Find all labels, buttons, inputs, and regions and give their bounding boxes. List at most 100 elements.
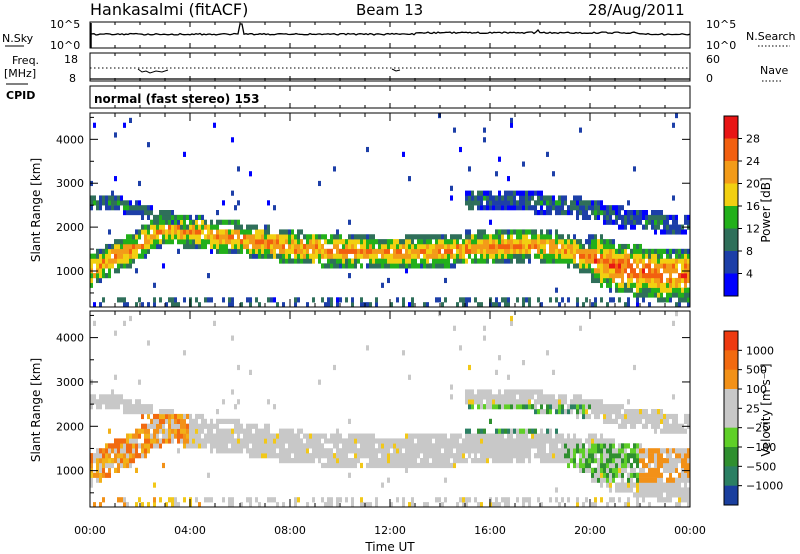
velocity-cell xyxy=(237,448,240,454)
power-cell xyxy=(177,248,180,254)
power-cell xyxy=(606,239,609,245)
velocity-cell xyxy=(618,497,621,503)
velocity-cell xyxy=(135,428,138,434)
power-cell xyxy=(438,258,441,264)
velocity-cell xyxy=(471,458,474,464)
velocity-cell xyxy=(408,458,411,464)
power-cell xyxy=(390,243,393,250)
velocity-cell xyxy=(105,404,108,410)
velocity-cell xyxy=(105,399,108,405)
velocity-cell xyxy=(297,458,300,464)
power-cell xyxy=(666,263,669,269)
power-cell xyxy=(426,253,429,259)
velocity-cell xyxy=(189,433,192,439)
power-cell xyxy=(408,243,411,250)
velocity-cell xyxy=(393,448,396,454)
velocity-cell xyxy=(423,453,426,459)
velocity-cell xyxy=(489,443,492,449)
power-cell xyxy=(654,219,657,225)
power-cell xyxy=(363,253,366,259)
power-cell xyxy=(108,258,111,264)
power-cell xyxy=(537,253,540,259)
velocity-cell xyxy=(606,472,609,478)
power-cell xyxy=(165,214,168,220)
velocity-cell xyxy=(507,428,510,434)
velocity-cell xyxy=(627,418,630,424)
velocity-cell xyxy=(393,458,396,464)
power-cell xyxy=(417,234,420,240)
velocity-cell xyxy=(552,453,555,459)
velocity-cell xyxy=(621,462,624,469)
velocity-cell xyxy=(120,462,123,469)
power-cell xyxy=(99,273,102,279)
velocity-cell xyxy=(519,428,522,434)
velocity-cell xyxy=(93,502,96,508)
power-cell xyxy=(456,243,459,250)
xtick-label: 04:00 xyxy=(174,524,206,537)
velocity-cell xyxy=(528,453,531,459)
power-cell xyxy=(636,302,639,308)
power-cell xyxy=(165,239,168,245)
velocity-cell xyxy=(546,458,549,464)
power-cell xyxy=(117,253,120,259)
velocity-cell xyxy=(90,404,93,410)
power-cell xyxy=(216,224,219,230)
velocity-cell xyxy=(537,399,540,405)
power-cell xyxy=(387,239,390,245)
power-cell xyxy=(276,302,279,308)
velocity-cell xyxy=(597,413,600,420)
velocity-cell xyxy=(504,453,507,459)
velocity-cell xyxy=(204,423,207,429)
power-cell xyxy=(597,263,600,269)
velocity-cell xyxy=(318,433,321,439)
power-cell xyxy=(99,253,102,259)
power-cell xyxy=(540,248,543,254)
power-cell xyxy=(342,253,345,259)
power-cell xyxy=(180,234,183,240)
velocity-cell xyxy=(411,453,414,459)
velocity-cell xyxy=(648,418,651,424)
power-cell xyxy=(399,243,402,250)
power-cell xyxy=(597,258,600,264)
power-cell xyxy=(660,297,663,303)
power-cell xyxy=(396,263,399,269)
power-cell xyxy=(567,234,570,240)
velocity-cell xyxy=(516,428,519,434)
power-cell xyxy=(126,302,129,308)
power-cell xyxy=(180,219,183,225)
velocity-cell xyxy=(483,389,486,395)
power-cell xyxy=(615,263,618,269)
velocity-cell xyxy=(585,458,588,464)
velocity-cell xyxy=(330,453,333,459)
velocity-cell xyxy=(339,448,342,454)
velocity-cell xyxy=(195,443,198,449)
velocity-cell xyxy=(258,448,261,454)
power-cell xyxy=(600,263,603,269)
velocity-cell xyxy=(546,433,549,439)
velocity-cell xyxy=(687,472,690,478)
power-cell xyxy=(90,205,93,211)
power-cell xyxy=(609,210,612,216)
power-cell xyxy=(93,122,96,128)
power-cell xyxy=(288,253,291,259)
velocity-cell xyxy=(564,438,567,444)
power-cell xyxy=(240,224,243,230)
power-cell xyxy=(540,190,543,196)
power-cell xyxy=(168,297,171,303)
power-cell xyxy=(123,243,126,250)
power-cell xyxy=(675,277,678,284)
velocity-cell xyxy=(141,428,144,434)
power-cell xyxy=(591,210,594,216)
velocity-cell xyxy=(480,404,483,410)
power-cell xyxy=(645,263,648,269)
power-cell xyxy=(435,248,438,254)
velocity-cell xyxy=(528,458,531,464)
velocity-cell xyxy=(594,502,597,508)
power-cell xyxy=(246,224,249,230)
velocity-cell xyxy=(447,448,450,454)
velocity-cell xyxy=(312,453,315,459)
velocity-cell xyxy=(135,404,138,410)
power-cell xyxy=(477,229,480,235)
velocity-cell xyxy=(183,497,186,503)
power-cell xyxy=(324,253,327,259)
